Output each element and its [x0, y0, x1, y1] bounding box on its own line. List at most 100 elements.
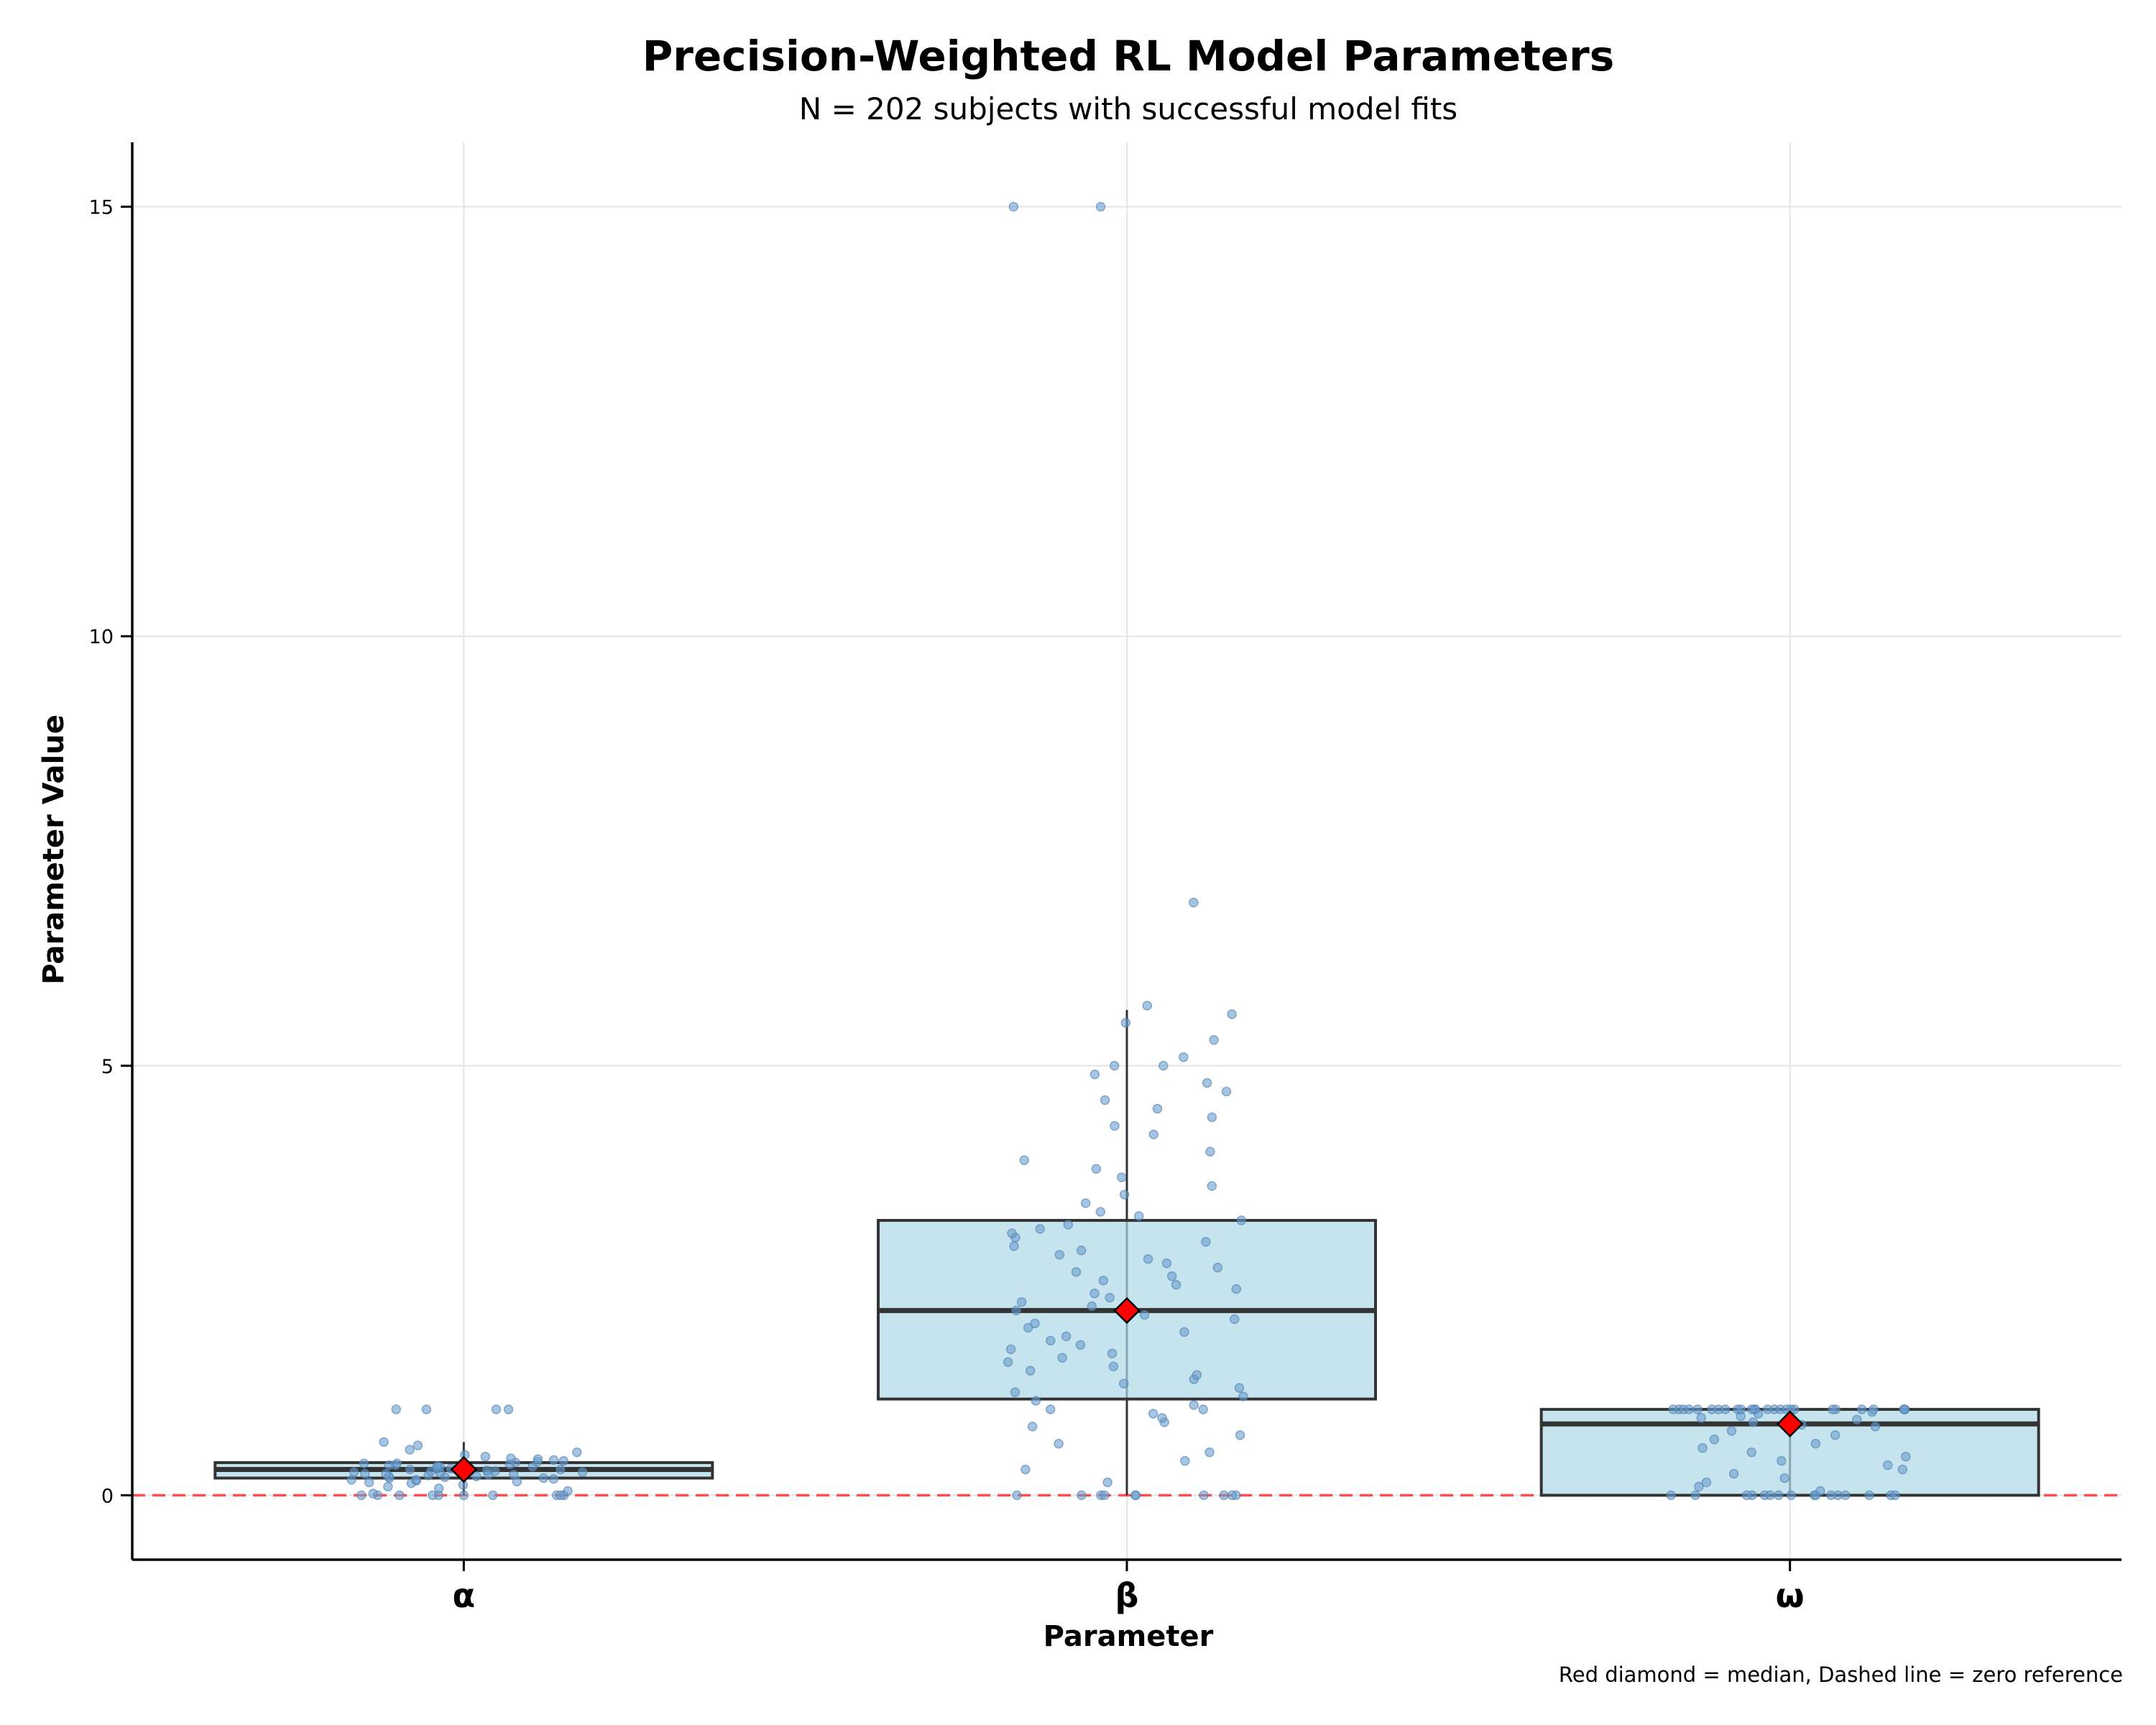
data-point-1-51	[392, 1458, 402, 1468]
median-diamond-3	[1776, 1410, 1804, 1438]
y-tick-label-0: 0	[101, 1485, 114, 1507]
data-point-1-40	[405, 1464, 415, 1475]
data-point-1-11	[368, 1489, 378, 1499]
data-point-2-90	[1142, 1000, 1153, 1011]
data-point-1-66	[503, 1404, 514, 1414]
data-point-2-21	[1198, 1404, 1208, 1414]
data-point-3-59	[1684, 1404, 1694, 1414]
data-point-1-32	[381, 1468, 391, 1479]
data-point-1-12	[563, 1486, 573, 1496]
data-point-2-9	[1199, 1490, 1209, 1501]
data-point-2-22	[1045, 1404, 1056, 1414]
data-point-3-11	[1666, 1490, 1676, 1501]
data-point-2-65	[1063, 1220, 1074, 1230]
data-point-3-29	[1709, 1434, 1720, 1445]
data-point-2-85	[1158, 1061, 1169, 1071]
data-point-2-56	[1161, 1258, 1172, 1269]
data-point-2-44	[1139, 1310, 1150, 1320]
chart-title: Precision-Weighted RL Model Parameters	[642, 32, 1615, 80]
data-point-1-38	[482, 1465, 492, 1476]
data-point-1-22	[548, 1473, 559, 1484]
y-tick-label-10: 10	[89, 626, 114, 648]
data-point-2-57	[1143, 1254, 1153, 1264]
data-point-2-71	[1207, 1181, 1217, 1191]
data-point-2-49	[1089, 1288, 1100, 1299]
chart-subtitle: N = 202 subjects with successful model f…	[799, 91, 1457, 126]
data-point-3-27	[1697, 1443, 1708, 1453]
data-point-3-49	[1668, 1404, 1678, 1414]
data-point-3-42	[1692, 1404, 1703, 1414]
median-diamond-2	[1113, 1297, 1141, 1325]
data-point-2-15	[1054, 1438, 1064, 1449]
data-point-2-47	[1016, 1297, 1027, 1307]
data-point-1-57	[506, 1453, 516, 1463]
data-point-3-28	[1810, 1438, 1821, 1449]
data-point-2-26	[1010, 1387, 1021, 1397]
data-point-2-12	[1021, 1464, 1031, 1475]
data-point-2-88	[1120, 1018, 1131, 1028]
data-point-2-10	[1130, 1490, 1141, 1501]
data-point-3-57	[1746, 1404, 1757, 1414]
data-point-3-19	[1701, 1477, 1712, 1488]
data-point-3-24	[1777, 1455, 1787, 1466]
data-point-2-39	[1061, 1331, 1072, 1342]
x-tick-label-2: β	[1115, 1576, 1139, 1615]
data-point-1-60	[572, 1447, 582, 1458]
data-point-1-13	[433, 1484, 444, 1494]
data-point-3-10	[1825, 1490, 1836, 1501]
data-point-2-43	[1230, 1314, 1240, 1325]
data-point-2-60	[1009, 1241, 1019, 1251]
data-point-2-91	[1189, 897, 1199, 908]
data-point-3-25	[1901, 1451, 1911, 1462]
data-point-2-86	[1179, 1052, 1189, 1062]
data-point-2-33	[1003, 1357, 1013, 1367]
data-point-1-54	[558, 1455, 569, 1466]
data-point-3-13	[1765, 1490, 1775, 1501]
data-point-2-11	[1102, 1477, 1112, 1488]
data-point-1-5	[556, 1490, 566, 1501]
median-diamond-1	[450, 1455, 478, 1484]
data-point-2-3	[1077, 1490, 1087, 1501]
data-point-1-34	[349, 1467, 359, 1477]
data-point-1-46	[432, 1460, 443, 1471]
data-point-3-17	[1815, 1486, 1825, 1496]
data-point-2-6	[1012, 1490, 1022, 1501]
data-point-1-27	[471, 1471, 482, 1481]
data-point-1-14	[383, 1481, 393, 1492]
data-point-2-50	[1231, 1284, 1242, 1294]
data-point-2-92	[1095, 201, 1106, 212]
data-point-2-67	[1133, 1211, 1144, 1221]
data-point-2-34	[1057, 1353, 1067, 1363]
data-point-1-24	[538, 1473, 549, 1484]
data-point-2-51	[1171, 1279, 1181, 1290]
data-point-2-54	[1071, 1266, 1082, 1277]
data-point-2-38	[1046, 1335, 1056, 1346]
data-point-2-13	[1180, 1455, 1190, 1466]
data-point-2-23	[1189, 1400, 1199, 1410]
data-point-3-34	[1748, 1417, 1759, 1427]
data-point-2-36	[1005, 1344, 1016, 1354]
data-point-3-65	[1736, 1404, 1746, 1414]
data-point-1-20	[411, 1475, 421, 1485]
data-point-3-14	[1890, 1490, 1900, 1501]
data-point-1-8	[459, 1490, 469, 1501]
data-point-1-31	[360, 1468, 370, 1479]
data-point-1-17	[364, 1477, 374, 1488]
data-point-2-74	[1019, 1155, 1030, 1166]
data-point-2-27	[1234, 1383, 1245, 1393]
data-point-3-16	[1690, 1490, 1700, 1501]
data-point-3-51	[1762, 1404, 1773, 1414]
data-point-1-61	[405, 1445, 415, 1455]
data-point-3-6	[1841, 1490, 1851, 1501]
data-point-1-7	[428, 1490, 438, 1501]
data-point-2-24	[1031, 1396, 1041, 1406]
data-point-2-89	[1227, 1009, 1237, 1019]
data-point-3-26	[1746, 1447, 1756, 1458]
data-point-2-41	[1023, 1322, 1033, 1333]
data-point-3-62	[1899, 1404, 1909, 1414]
data-point-2-64	[1035, 1224, 1045, 1234]
data-point-3-30	[1830, 1430, 1841, 1440]
data-point-2-63	[1007, 1228, 1017, 1238]
data-point-2-7	[1227, 1490, 1238, 1501]
